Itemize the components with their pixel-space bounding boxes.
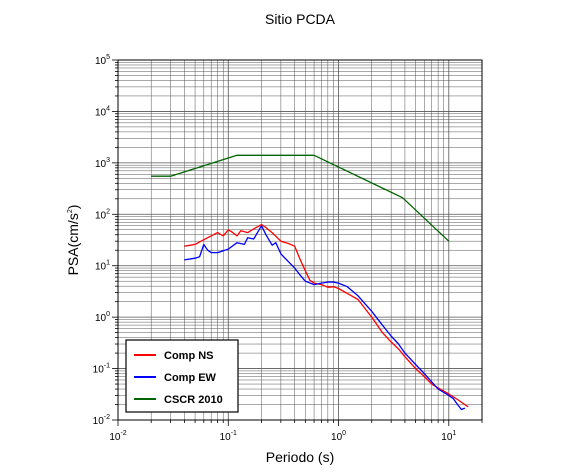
y-tick-label: 102 — [95, 208, 110, 221]
y-axis-label-base: PSA(cm/s — [65, 213, 81, 275]
legend-label-2: CSCR 2010 — [164, 394, 223, 406]
axis-ticks: 10-2 10-1 100 101 10-2 10-1 100 101 102 103 104 105 — [93, 54, 483, 443]
y-tick-label: 103 — [95, 157, 110, 170]
series-line-2 — [151, 154, 450, 242]
legend-label-0: Comp NS — [164, 350, 214, 362]
chart-title: Sitio PCDA — [265, 11, 336, 27]
x-tick-label: 10-2 — [109, 430, 126, 443]
y-tick-label: 101 — [95, 260, 110, 273]
y-tick-label: 104 — [95, 105, 110, 118]
plot-frame — [117, 59, 483, 421]
series-group — [151, 154, 469, 411]
x-axis-label: Periodo (s) — [266, 449, 334, 465]
series-line-1 — [184, 225, 466, 411]
y-tick-label: 10-2 — [93, 414, 110, 427]
x-tick-label: 101 — [441, 430, 456, 443]
y-tick-label: 105 — [95, 54, 110, 67]
y-axis-label: PSA(cm/s2) — [65, 205, 81, 276]
legend-label-1: Comp EW — [164, 372, 217, 384]
y-tick-label: 10-1 — [93, 363, 110, 376]
x-tick-label: 100 — [331, 430, 346, 443]
y-tick-label: 100 — [95, 311, 110, 324]
legend: Comp NS Comp EW CSCR 2010 — [125, 339, 239, 413]
y-axis-label-close: ) — [65, 205, 81, 210]
y-axis-label-exp: 2 — [67, 209, 74, 213]
series-line-0 — [184, 223, 469, 408]
x-tick-label: 10-1 — [220, 430, 237, 443]
